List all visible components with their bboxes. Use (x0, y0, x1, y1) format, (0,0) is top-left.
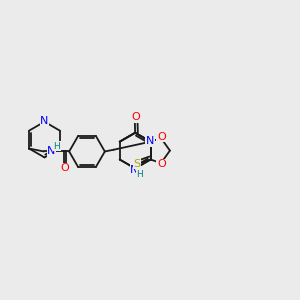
Text: N: N (146, 136, 154, 146)
Text: O: O (132, 112, 140, 122)
Text: N: N (40, 116, 49, 126)
Text: S: S (134, 159, 141, 169)
Text: O: O (61, 163, 69, 173)
Text: O: O (157, 132, 166, 142)
Text: H: H (53, 142, 60, 151)
Text: N: N (47, 146, 56, 157)
Text: N: N (130, 165, 139, 175)
Text: H: H (136, 170, 143, 179)
Text: O: O (157, 159, 166, 169)
